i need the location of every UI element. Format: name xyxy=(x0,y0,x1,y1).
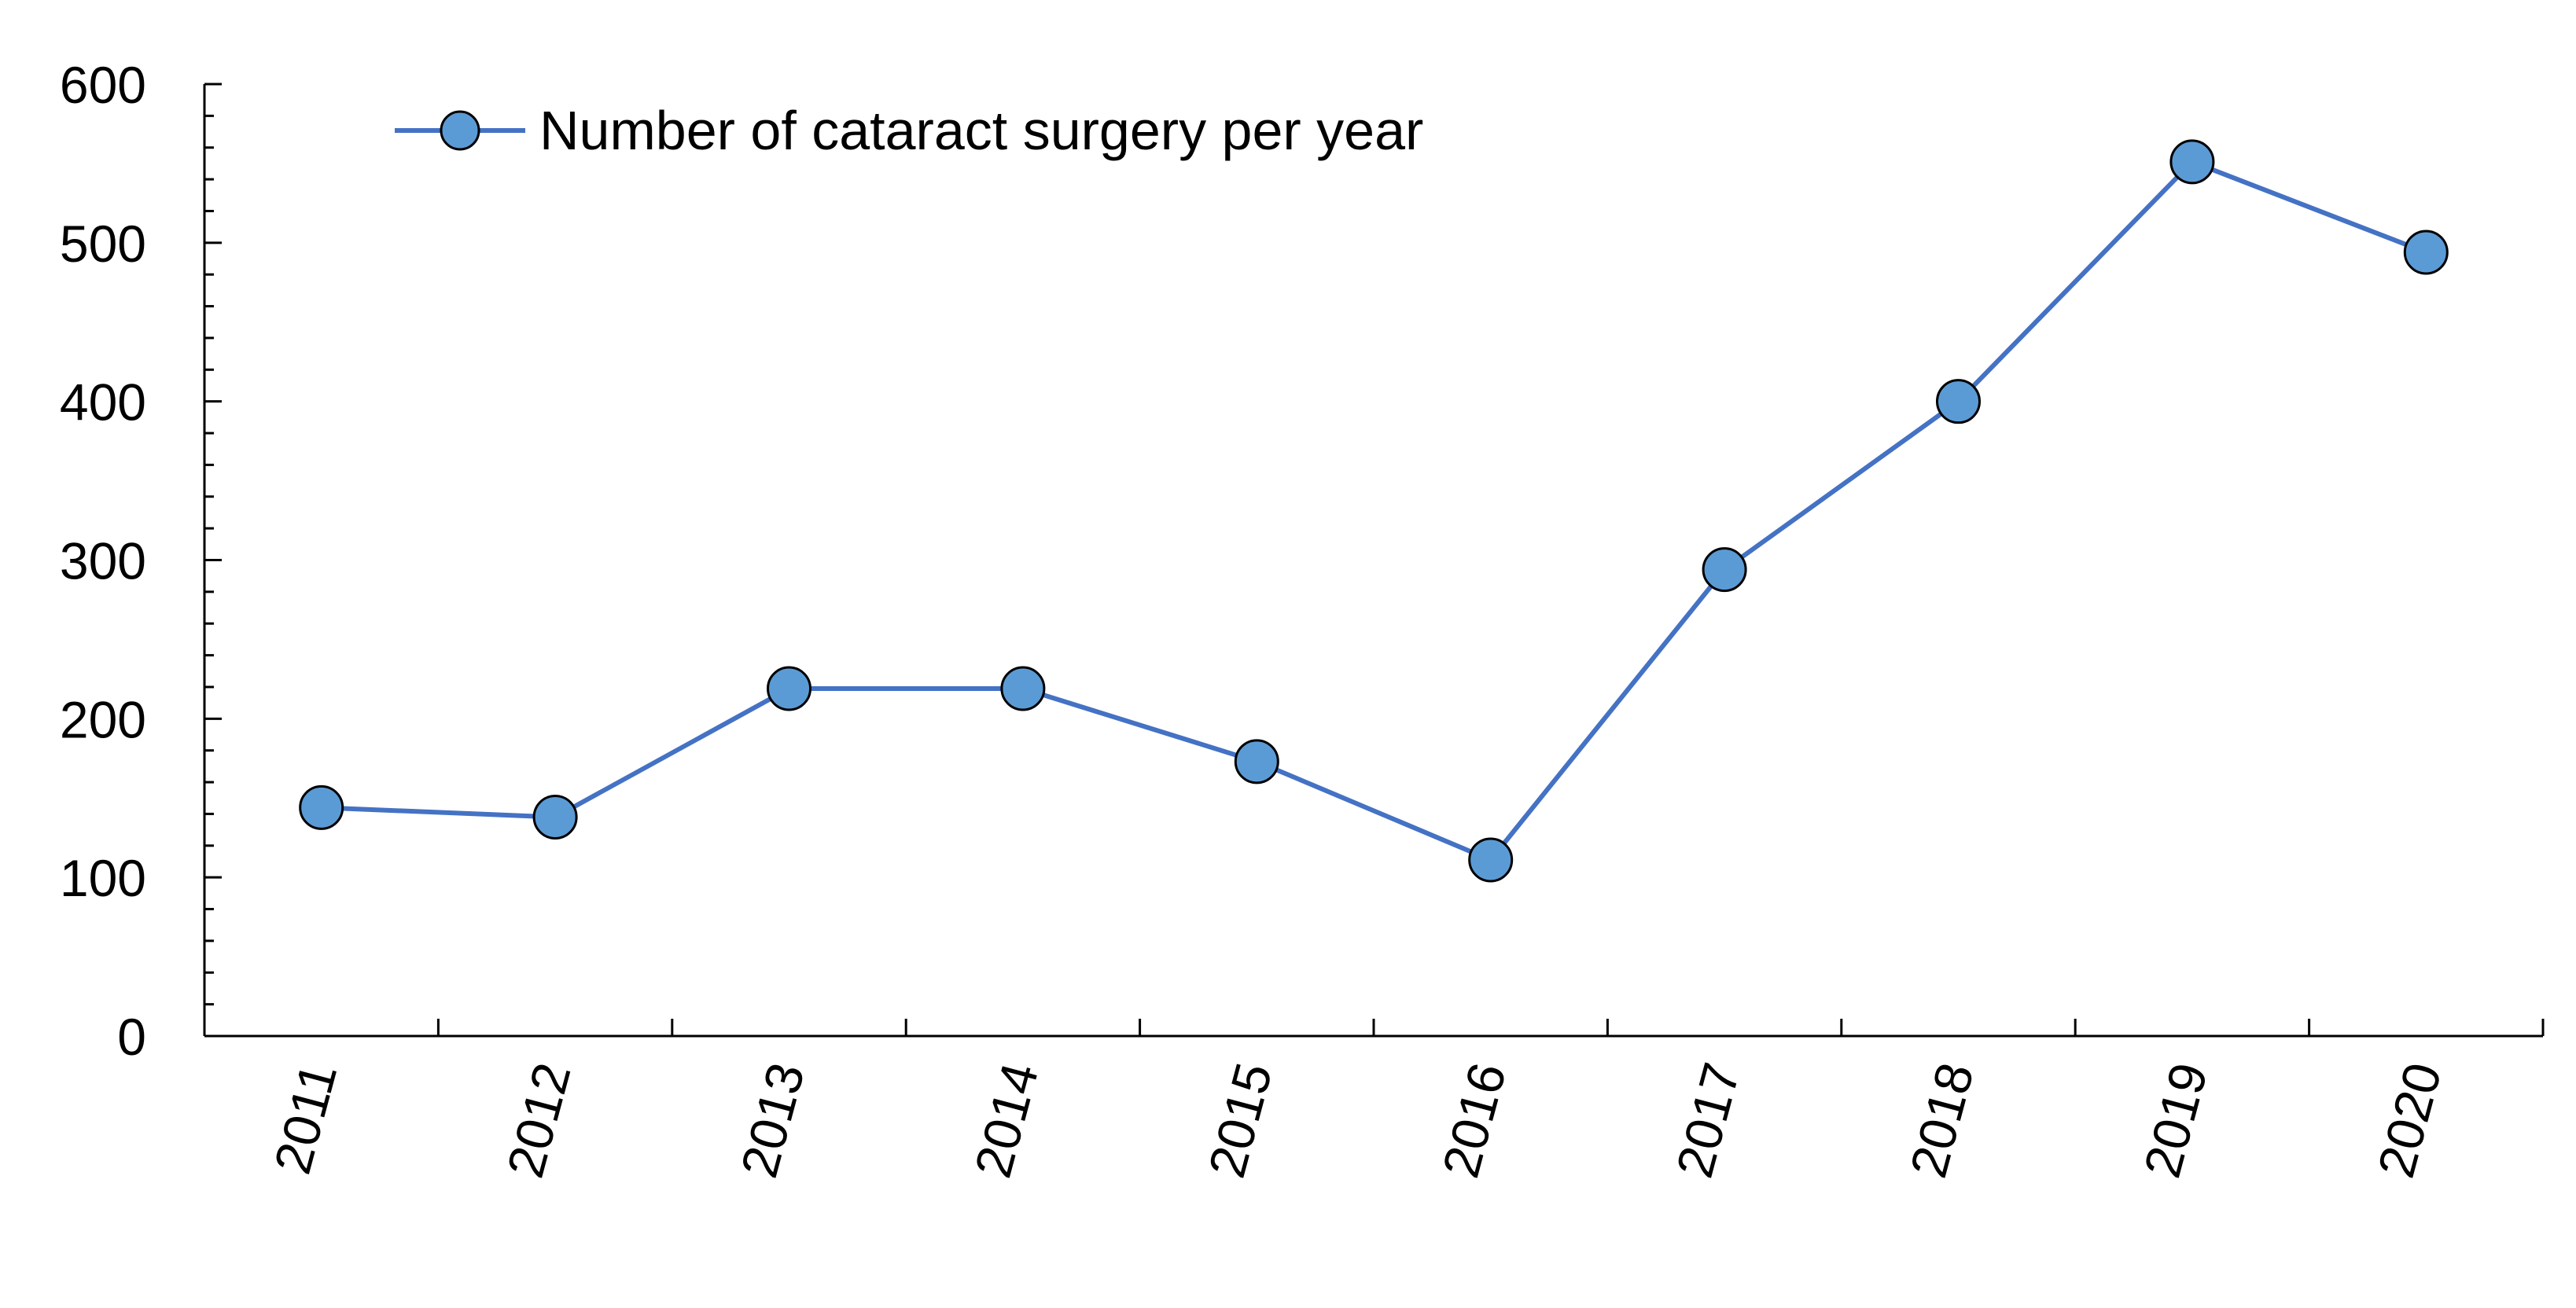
data-point-2012 xyxy=(532,794,578,840)
axes xyxy=(203,83,2545,1038)
x-tick-label: 2016 xyxy=(1431,1056,1517,1183)
x-tick-label: 2013 xyxy=(730,1056,815,1183)
data-point-2014 xyxy=(1000,666,1046,711)
y-tick-label: 300 xyxy=(60,532,146,590)
data-point-2017 xyxy=(1702,547,1747,593)
legend-label: Number of cataract surgery per year xyxy=(539,100,1423,161)
series-layer xyxy=(299,139,2449,883)
legend-marker-swatch xyxy=(440,110,480,151)
y-tick-label: 200 xyxy=(60,690,146,748)
x-tick-label: 2020 xyxy=(2366,1056,2452,1183)
x-tick-label: 2015 xyxy=(1197,1056,1282,1183)
y-tick-label: 0 xyxy=(117,1008,146,1066)
y-axis-tick-labels: 0 100 200 300 400 500 600 xyxy=(60,56,146,1066)
x-axis-tick-labels: 2011 2012 2013 2014 2015 2016 2017 2018 2019 2020 xyxy=(263,1056,2453,1183)
y-tick-label: 500 xyxy=(60,215,146,273)
y-tick-label: 600 xyxy=(60,56,146,114)
data-point-2019 xyxy=(2169,139,2215,185)
data-point-2020 xyxy=(2403,230,2449,275)
data-point-2011 xyxy=(299,784,344,830)
x-tick-label: 2012 xyxy=(495,1056,581,1183)
y-tick-label: 100 xyxy=(60,849,146,907)
x-tick-label: 2011 xyxy=(263,1056,348,1179)
legend: Number of cataract surgery per year xyxy=(395,100,1423,161)
series-line xyxy=(321,159,2427,862)
x-tick-label: 2019 xyxy=(2133,1056,2218,1183)
x-tick-label: 2017 xyxy=(1665,1056,1750,1183)
data-point-2015 xyxy=(1234,739,1279,784)
data-point-2013 xyxy=(767,666,811,711)
data-point-2016 xyxy=(1468,837,1514,883)
y-tick-label: 400 xyxy=(60,373,146,432)
x-tick-label: 2018 xyxy=(1899,1056,1985,1183)
data-point-2018 xyxy=(1936,379,1981,424)
x-tick-label: 2014 xyxy=(963,1056,1049,1183)
